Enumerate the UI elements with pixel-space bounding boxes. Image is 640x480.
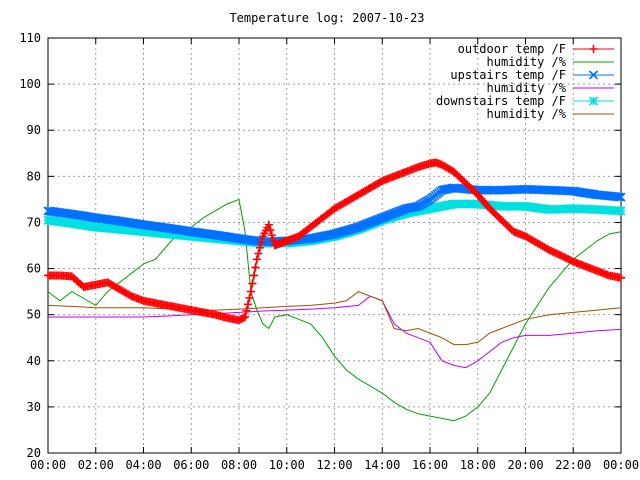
y-tick-label: 110 [19, 31, 41, 45]
legend-label: humidity /% [487, 81, 567, 95]
y-tick-label: 60 [27, 262, 41, 276]
legend-swatch-marker [590, 97, 598, 105]
series-line [48, 296, 621, 368]
data-point [244, 300, 252, 308]
x-tick-label: 04:00 [125, 458, 161, 472]
y-tick-label: 50 [27, 308, 41, 322]
data-point [254, 250, 262, 258]
x-tick-label: 00:00 [603, 458, 639, 472]
legend-label: outdoor temp /F [458, 42, 566, 56]
series-humidity-3 [48, 296, 621, 368]
x-tick-label: 22:00 [555, 458, 591, 472]
x-tick-label: 08:00 [221, 458, 257, 472]
legend-label: downstairs temp /F [436, 94, 566, 108]
data-point [242, 307, 250, 315]
chart-title: Temperature log: 2007-10-23 [229, 11, 424, 25]
x-tick-label: 06:00 [173, 458, 209, 472]
data-point [617, 207, 625, 215]
x-tick-label: 12:00 [316, 458, 352, 472]
data-point [250, 271, 258, 279]
y-tick-label: 20 [27, 446, 41, 460]
x-tick-label: 02:00 [78, 458, 114, 472]
y-tick-label: 70 [27, 215, 41, 229]
y-tick-label: 40 [27, 354, 41, 368]
x-tick-label: 00:00 [30, 458, 66, 472]
legend-label: humidity /% [487, 107, 567, 121]
temperature-chart: 00:00 02:00 04:00 06:00 08:00 10:00 12:00 14:00… [0, 0, 640, 480]
y-tick-label: 90 [27, 123, 41, 137]
y-tick-label: 30 [27, 400, 41, 414]
x-tick-label: 14:00 [364, 458, 400, 472]
y-tick-label: 80 [27, 169, 41, 183]
x-tick-label: 16:00 [412, 458, 448, 472]
y-tick-label: 100 [19, 77, 41, 91]
legend-swatch-marker [590, 45, 598, 53]
legend-label: upstairs temp /F [450, 68, 566, 82]
data-point [253, 255, 261, 263]
x-tick-label: 20:00 [507, 458, 543, 472]
legend-label: humidity /% [487, 55, 567, 69]
x-tick-label: 18:00 [460, 458, 496, 472]
data-point [251, 263, 259, 271]
x-tick-label: 10:00 [269, 458, 305, 472]
data-point [247, 288, 255, 296]
